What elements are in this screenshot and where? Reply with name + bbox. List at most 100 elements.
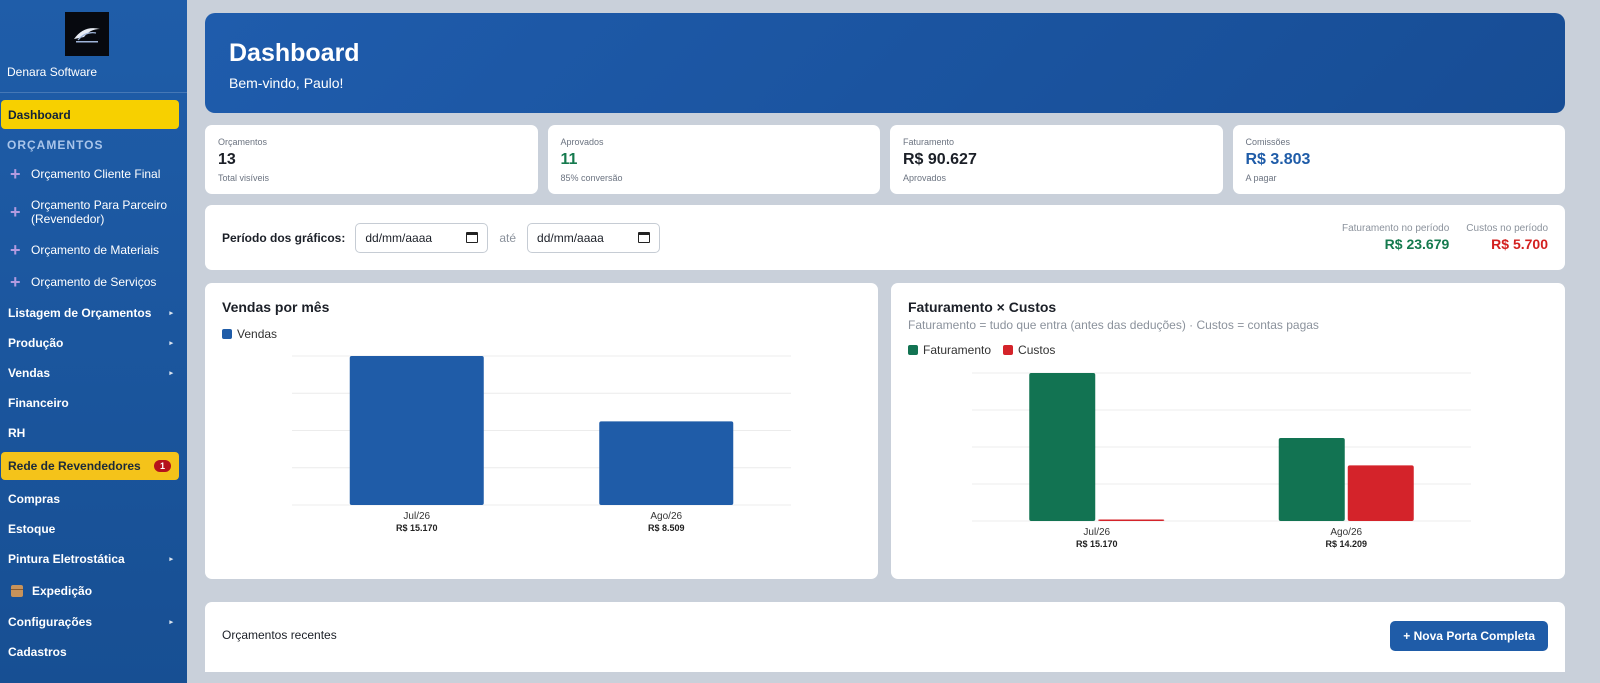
sidebar-item-orcamento-materiais[interactable]: + Orçamento de Materiais [0, 234, 187, 266]
legend-swatch [222, 329, 232, 339]
sidebar-item-label: Compras [8, 492, 61, 506]
sidebar-item-pintura[interactable]: Pintura Eletrostática ▸ [0, 544, 187, 574]
section-title-orcamentos: ORÇAMENTOS [7, 138, 104, 152]
end-date-input[interactable]: dd/mm/aaaa [527, 222, 661, 253]
dashboard-header: Dashboard Bem-vindo, Paulo! [205, 13, 1565, 113]
bar-faturamento-1[interactable] [1278, 437, 1345, 521]
kpi-value: R$ 3.803 [1245, 151, 1311, 168]
plus-icon: + [10, 239, 21, 260]
x-tick-label: Jul/26 [403, 511, 430, 522]
sidebar-item-label: Financeiro [8, 396, 69, 410]
welcome-text: Bem-vindo, Paulo! [229, 75, 344, 91]
sidebar-item-vendas[interactable]: Vendas ▸ [0, 358, 187, 388]
kpi-value: R$ 90.627 [903, 151, 977, 168]
kpi-card-aprovados: Aprovados 11 85% conversão [547, 125, 880, 194]
sidebar-item-label: Estoque [8, 522, 56, 536]
sales-chart-card: Jul/26 R$ 15.170 Ago/26 R$ 8.509 Vendas por… [205, 283, 878, 579]
period-label: Período dos gráficos: [222, 230, 346, 245]
bar-custos-1[interactable] [1347, 465, 1414, 521]
category-total-label: R$ 14.209 [1325, 539, 1367, 549]
brand-name: Denara Software [7, 65, 98, 79]
calendar-icon[interactable] [466, 232, 479, 243]
bar-custos-0[interactable] [1098, 519, 1165, 521]
legend-item-vendas[interactable]: Vendas [222, 327, 277, 341]
kpi-row: Orçamentos 13 Total visíveis Aprovados 1… [205, 125, 1565, 194]
sidebar-item-label: Listagem de Orçamentos [8, 306, 152, 320]
legend-item-faturamento[interactable]: Faturamento [908, 343, 991, 357]
kpi-sub: Aprovados [903, 173, 947, 183]
category-total-label: R$ 15.170 [1076, 539, 1118, 549]
sidebar-item-orcamento-parceiro[interactable]: + Orçamento Para Parceiro (Revendedor) [0, 190, 187, 234]
sidebar-item-expedicao[interactable]: Expedição [0, 574, 187, 607]
period-costs: Custos no período R$ 5.700 [1466, 223, 1548, 252]
sidebar-item-listagem-orcamentos[interactable]: Listagem de Orçamentos ▸ [0, 298, 187, 328]
chevron-right-icon: ▸ [169, 310, 173, 317]
legend-label: Custos [1018, 343, 1056, 357]
bar-vendas-1[interactable] [599, 421, 734, 505]
category-total-label: R$ 8.509 [648, 523, 685, 533]
chart-legend: Vendas [222, 327, 277, 341]
sidebar-item-orcamento-cliente-final[interactable]: + Orçamento Cliente Final [0, 158, 187, 190]
kpi-label: Aprovados [560, 137, 604, 147]
category-total-label: R$ 15.170 [396, 523, 438, 533]
chevron-right-icon: ▸ [169, 619, 173, 626]
period-revenue-value: R$ 23.679 [1384, 236, 1450, 252]
sidebar-item-label: Cadastros [8, 645, 67, 659]
x-tick-label: Ago/26 [650, 511, 682, 522]
sidebar-item-label: Expedição [32, 583, 93, 598]
chevron-right-icon: ▸ [169, 556, 173, 563]
sidebar-item-rede-revendedores[interactable]: Rede de Revendedores 1 [1, 452, 179, 480]
sidebar-item-label: Configurações [8, 615, 93, 629]
kpi-card-orcamentos: Orçamentos 13 Total visíveis [205, 125, 538, 194]
sidebar-item-label: Vendas [8, 366, 51, 380]
legend-label: Vendas [237, 327, 278, 341]
sidebar-item-dashboard[interactable]: Dashboard [1, 100, 179, 129]
calendar-icon[interactable] [638, 232, 651, 243]
kpi-sub: Total visíveis [218, 173, 270, 183]
period-separator: até [499, 230, 517, 245]
sidebar-nav: Dashboard ORÇAMENTOS + Orçamento Cliente… [0, 93, 187, 667]
sidebar-item-producao[interactable]: Produção ▸ [0, 328, 187, 358]
chart-subtitle: Faturamento = tudo que entra (antes das … [908, 318, 1319, 332]
sidebar-item-financeiro[interactable]: Financeiro [0, 388, 187, 418]
kpi-value: 13 [218, 151, 236, 168]
sidebar-item-cadastros[interactable]: Cadastros [0, 637, 187, 667]
chevron-right-icon: ▸ [169, 340, 173, 347]
sidebar-item-orcamento-servicos[interactable]: + Orçamento de Serviços [0, 266, 187, 298]
package-icon [11, 584, 23, 597]
kpi-label: Faturamento [903, 137, 955, 147]
date-placeholder: dd/mm/aaaa [365, 230, 433, 245]
x-tick-label: Jul/26 [1083, 527, 1110, 538]
legend-label: Faturamento [923, 343, 992, 357]
sidebar-item-label: Dashboard [8, 107, 71, 122]
notification-badge: 1 [153, 460, 171, 472]
sidebar-item-compras[interactable]: Compras [0, 484, 187, 514]
sidebar-item-label: Rede de Revendedores [8, 459, 141, 473]
sidebar-item-label: Orçamento de Serviços [31, 275, 157, 289]
sidebar-item-rh[interactable]: RH [0, 418, 187, 448]
sales-chart: Jul/26R$ 15.170 Ago/26R$ 8.509 [292, 355, 791, 533]
start-date-input[interactable]: dd/mm/aaaa [355, 222, 489, 253]
page-title: Dashboard [229, 39, 360, 67]
bar-faturamento-0[interactable] [1029, 373, 1096, 521]
sidebar-item-label: Orçamento Para Parceiro (Revendedor) [31, 198, 168, 226]
sidebar-item-configuracoes[interactable]: Configurações ▸ [0, 607, 187, 637]
chart-legend: Faturamento Custos [908, 343, 1055, 357]
sidebar-item-estoque[interactable]: Estoque [0, 514, 187, 544]
kpi-label: Comissões [1245, 137, 1291, 147]
legend-item-custos[interactable]: Custos [1003, 343, 1055, 357]
period-totals: Faturamento no período R$ 23.679 Custos … [1342, 223, 1548, 252]
kpi-card-faturamento: Faturamento R$ 90.627 Aprovados [890, 125, 1223, 194]
kpi-value: 11 [560, 151, 578, 168]
date-placeholder: dd/mm/aaaa [537, 230, 604, 245]
brand-logo-icon[interactable] [65, 12, 109, 56]
main-content: Dashboard Bem-vindo, Paulo! Orçamentos 1… [205, 13, 1565, 672]
bar-vendas-0[interactable] [349, 356, 484, 505]
recent-quotes-card: Orçamentos recentes + Nova Porta Complet… [205, 602, 1565, 672]
plus-icon: + [10, 163, 21, 184]
kpi-label: Orçamentos [218, 137, 268, 147]
recent-quotes-title: Orçamentos recentes [222, 628, 337, 642]
kpi-sub: 85% conversão [560, 173, 623, 183]
period-costs-label: Custos no período [1466, 223, 1548, 234]
new-complete-door-button[interactable]: + Nova Porta Completa [1390, 621, 1548, 651]
